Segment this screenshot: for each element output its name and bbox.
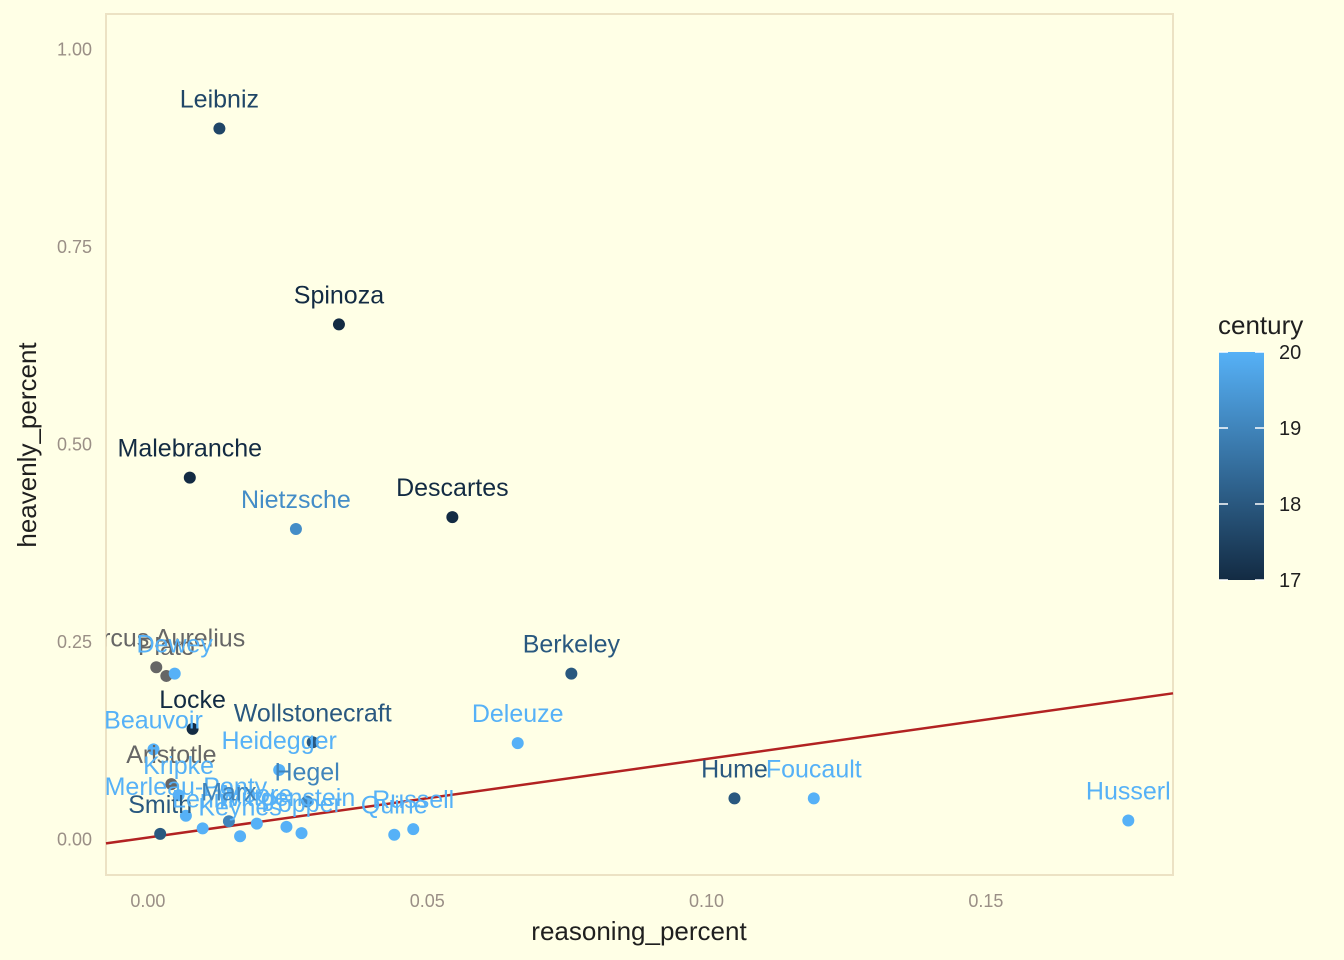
point-label: Deleuze xyxy=(472,700,564,728)
data-point xyxy=(196,822,209,835)
data-point xyxy=(511,737,524,750)
point-label: Husserl xyxy=(1086,777,1171,805)
data-point xyxy=(183,471,196,484)
point-label: Quine xyxy=(361,792,428,820)
point-label: Aristotle xyxy=(126,741,216,769)
data-point xyxy=(168,667,181,680)
point-label: Moore xyxy=(221,781,292,809)
data-point xyxy=(147,743,160,756)
point-label: Leibniz xyxy=(180,86,259,114)
y-axis-ticks: 0.00 0.25 0.50 0.75 1.00 xyxy=(57,40,92,850)
point-label: Wittgenstein xyxy=(218,784,356,812)
data-point xyxy=(186,722,199,735)
point-label: Foucault xyxy=(766,755,862,783)
point-label: Nietzsche xyxy=(241,486,351,514)
legend-tick-label: 18 xyxy=(1279,494,1301,516)
y-axis-title: heavenly_percent xyxy=(12,342,42,548)
x-tick-label: 0.05 xyxy=(410,891,445,911)
point-label: Hume xyxy=(701,755,768,783)
data-point xyxy=(407,823,420,836)
trend-layer xyxy=(105,692,1174,845)
data-point xyxy=(306,736,319,749)
data-point xyxy=(388,828,401,841)
data-point xyxy=(179,809,192,822)
data-point xyxy=(250,817,263,830)
data-point xyxy=(280,820,293,833)
data-point xyxy=(172,789,185,802)
labels-layer: Leibniz Spinoza Malebranche Descartes Nietzs… xyxy=(67,86,1171,822)
data-point xyxy=(150,661,163,674)
point-label: Wollstonecraft xyxy=(234,699,392,727)
point-label: Plato xyxy=(138,633,195,661)
legend-tick-label: 17 xyxy=(1279,570,1301,592)
point-label: Berkeley xyxy=(523,631,621,659)
x-tick-label: 0.00 xyxy=(130,891,165,911)
trend-line xyxy=(105,692,1174,845)
legend-title: century xyxy=(1218,310,1303,340)
point-label: Lenin xyxy=(172,785,233,813)
panel-border xyxy=(105,13,1174,876)
point-label: Keynes xyxy=(198,793,281,821)
point-label: Locke xyxy=(159,686,226,714)
data-point xyxy=(295,827,308,840)
data-point xyxy=(565,667,578,680)
y-tick-label: 0.75 xyxy=(57,237,92,257)
x-axis-ticks: 0.00 0.05 0.10 0.15 xyxy=(130,891,1003,911)
point-label: Dewey xyxy=(137,631,214,659)
point-label: Spinoza xyxy=(294,281,384,309)
data-point xyxy=(301,795,314,808)
data-point xyxy=(807,792,820,805)
point-label: Hegel xyxy=(274,759,339,787)
x-tick-label: 0.10 xyxy=(689,891,724,911)
point-label: Heidegger xyxy=(221,727,336,755)
y-tick-label: 0.50 xyxy=(57,435,92,455)
point-label: Marx xyxy=(201,778,257,806)
legend-tick-label: 20 xyxy=(1279,342,1301,364)
data-point xyxy=(446,511,459,524)
data-point xyxy=(289,523,302,536)
x-tick-label: 0.15 xyxy=(968,891,1003,911)
data-point xyxy=(222,815,235,828)
data-point xyxy=(154,827,167,840)
points-layer xyxy=(147,122,1135,843)
point-label: Beauvoir xyxy=(104,706,203,734)
legend-tick-label: 19 xyxy=(1279,418,1301,440)
legend-ticks: 17 18 19 20 xyxy=(1219,342,1301,592)
point-label: Smith xyxy=(128,791,192,819)
data-point xyxy=(332,318,345,331)
point-label: Popper xyxy=(261,790,342,818)
data-point xyxy=(273,763,286,776)
y-tick-label: 1.00 xyxy=(57,40,92,60)
point-label: Russell xyxy=(372,786,454,814)
y-tick-label: 0.25 xyxy=(57,632,92,652)
data-point xyxy=(1122,814,1135,827)
point-label: Merleau-Ponty xyxy=(105,773,268,801)
x-axis-title: reasoning_percent xyxy=(531,916,747,946)
point-label: Malebranche xyxy=(118,435,263,463)
legend-colorbar xyxy=(1219,352,1264,580)
y-tick-label: 0.00 xyxy=(57,829,92,849)
point-label: Marcus Aurelius xyxy=(67,624,245,652)
data-point xyxy=(165,778,178,791)
point-label: Descartes xyxy=(396,474,509,502)
data-point xyxy=(213,122,226,135)
point-label: Kripke xyxy=(143,752,214,780)
data-point xyxy=(728,792,741,805)
data-point xyxy=(234,830,247,843)
